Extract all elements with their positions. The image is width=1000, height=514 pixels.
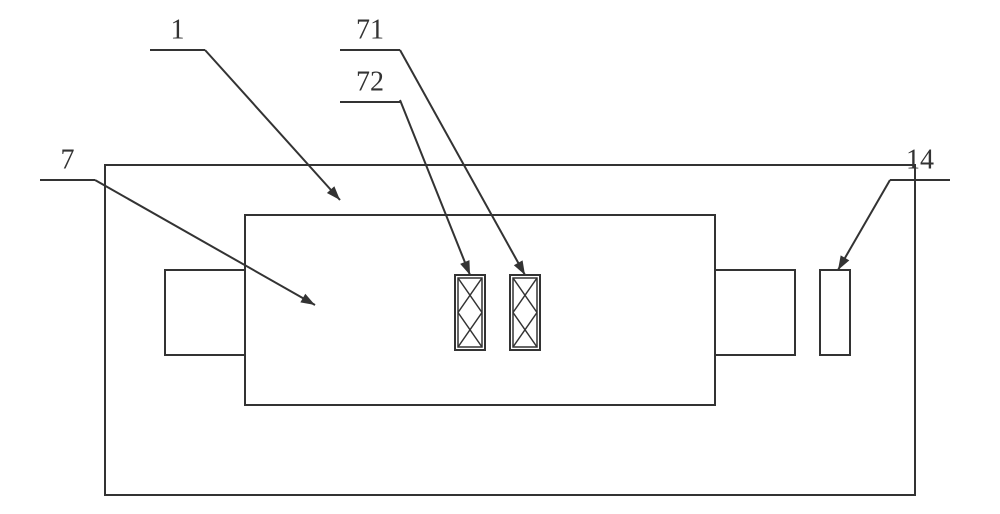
slot-left [455,275,485,350]
label-71: 71 [340,14,400,50]
label-7: 7 [40,144,95,180]
small-right-block [820,270,850,355]
label-72-text: 72 [356,66,384,97]
label-14: 14 [890,144,950,180]
label-1-text: 1 [171,14,185,45]
slot-right [510,275,540,350]
label-72: 72 [340,66,400,102]
label-7-text: 7 [61,144,75,175]
leader-1 [205,50,340,200]
label-71-text: 71 [356,14,384,45]
leader-14 [838,180,890,270]
left-stub [165,270,245,355]
label-14-text: 14 [906,144,934,175]
right-stub [715,270,795,355]
label-1: 1 [150,14,205,50]
